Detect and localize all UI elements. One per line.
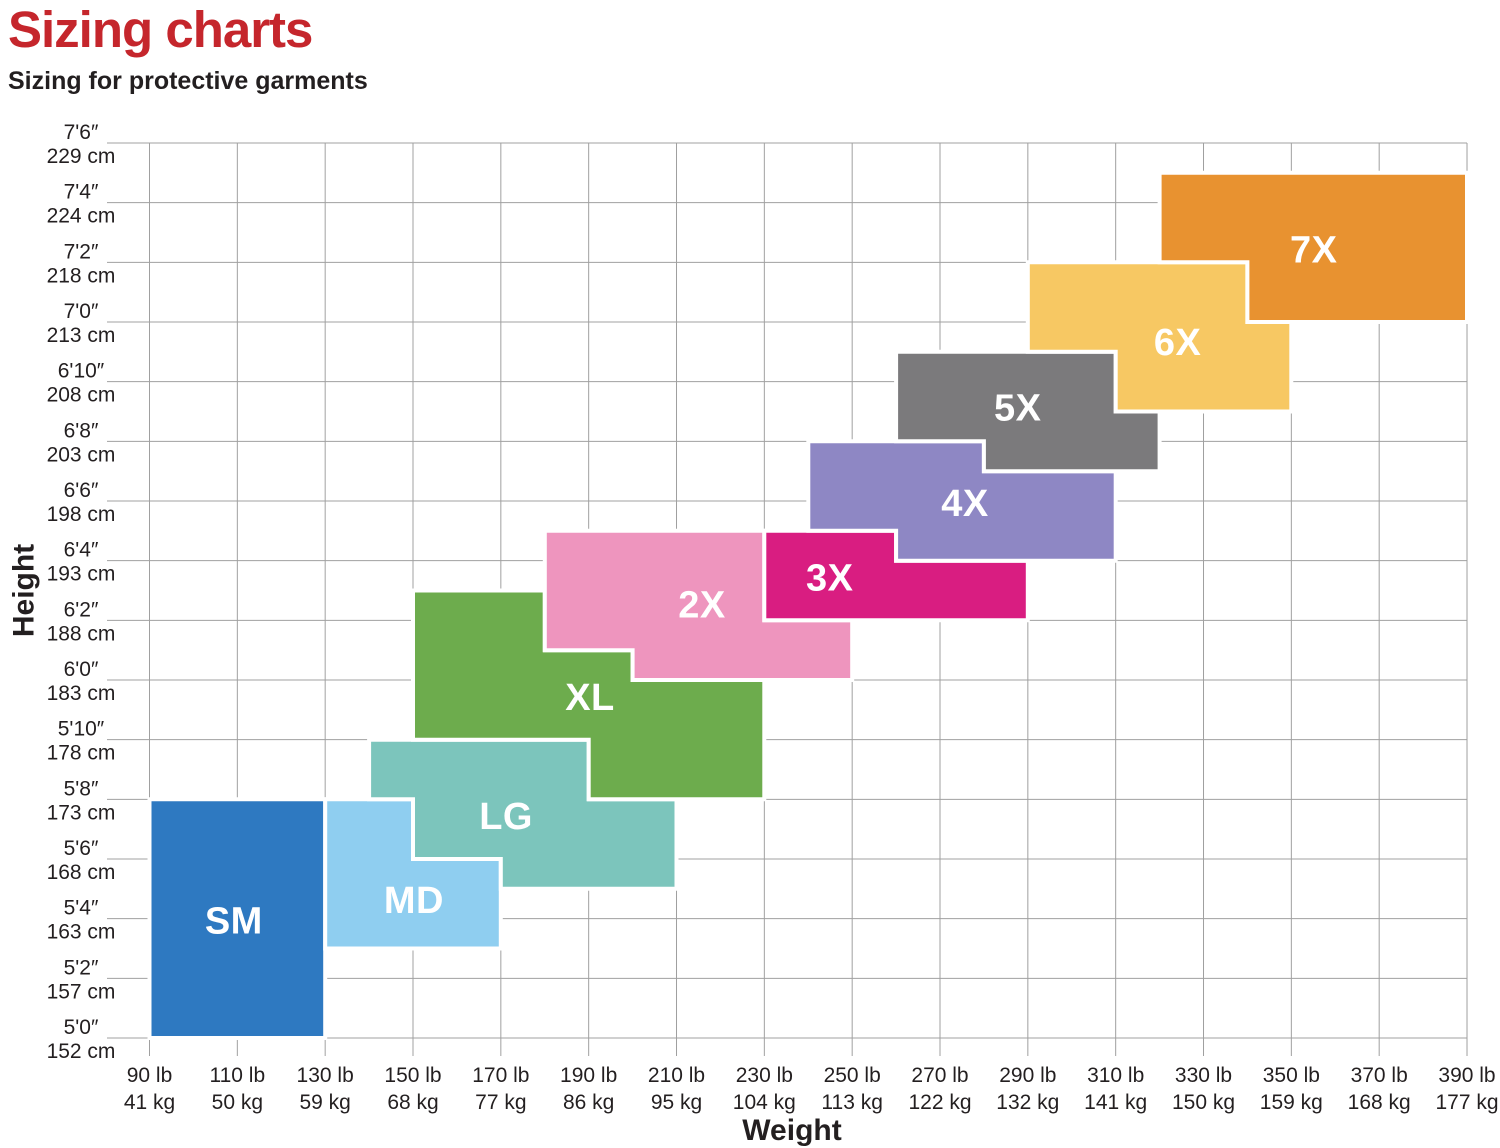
size-region-label-4x: 4X xyxy=(941,483,989,525)
y-axis-title: Height xyxy=(8,544,41,637)
x-tick-label: 230 lb 104 kg xyxy=(733,1064,796,1114)
x-tick-label: 130 lb 59 kg xyxy=(297,1064,354,1114)
y-tick-label: 7'6″ 229 cm xyxy=(47,121,116,168)
size-region-label-lg: LG xyxy=(479,796,533,838)
y-tick-label: 6'4″ 193 cm xyxy=(47,539,116,586)
y-tick-label: 6'8″ 203 cm xyxy=(47,419,116,466)
y-tick-label: 5'10″ 178 cm xyxy=(47,718,116,765)
y-tick-label: 5'4″ 163 cm xyxy=(47,897,116,944)
size-region-label-sm: SM xyxy=(205,901,263,943)
x-tick-label: 110 lb 50 kg xyxy=(209,1064,265,1114)
size-region-sm xyxy=(147,797,328,1040)
size-region-label-xl: XL xyxy=(565,677,615,719)
x-tick-label: 370 lb 168 kg xyxy=(1348,1064,1411,1114)
size-region-label-6x: 6X xyxy=(1154,322,1202,364)
x-tick-label: 170 lb 77 kg xyxy=(472,1064,529,1114)
x-tick-label: 290 lb 132 kg xyxy=(996,1064,1059,1114)
y-tick-label: 6'6″ 198 cm xyxy=(47,479,116,526)
x-tick-label: 190 lb 86 kg xyxy=(560,1064,617,1114)
y-tick-label: 5'8″ 173 cm xyxy=(47,777,116,824)
y-tick-label: 5'2″ 157 cm xyxy=(47,956,116,1003)
x-tick-label: 390 lb 177 kg xyxy=(1435,1064,1498,1114)
size-region-label-5x: 5X xyxy=(994,388,1042,430)
x-tick-label: 310 lb 141 kg xyxy=(1084,1064,1147,1114)
y-tick-label: 7'4″ 224 cm xyxy=(47,181,116,228)
x-tick-label: 330 lb 150 kg xyxy=(1172,1064,1235,1114)
size-region-7x xyxy=(1157,170,1469,324)
page-subtitle: Sizing for protective garments xyxy=(8,67,368,95)
x-tick-label: 210 lb 95 kg xyxy=(648,1064,705,1114)
page-title: Sizing charts xyxy=(8,1,313,58)
x-tick-label: 250 lb 113 kg xyxy=(821,1064,883,1114)
y-tick-label: 6'2″ 188 cm xyxy=(47,598,116,645)
x-tick-label: 90 lb 41 kg xyxy=(124,1064,175,1114)
y-tick-label: 6'0″ 183 cm xyxy=(47,658,116,705)
y-tick-label: 6'10″ 208 cm xyxy=(47,360,116,407)
x-tick-label: 350 lb 159 kg xyxy=(1260,1064,1323,1114)
y-axis-tick-labels: 5'0″ 152 cm 5'2″ 157 cm 5'4″ 163 cm 5'6″ 168 cm… xyxy=(47,121,116,1063)
y-tick-label: 5'0″ 152 cm xyxy=(47,1016,116,1063)
y-tick-label: 7'2″ 218 cm xyxy=(47,240,116,287)
size-region-label-7x: 7X xyxy=(1290,229,1338,271)
size-region-label-2x: 2X xyxy=(678,584,726,626)
x-tick-label: 150 lb 68 kg xyxy=(384,1064,441,1114)
x-tick-label: 270 lb 122 kg xyxy=(908,1064,971,1114)
y-tick-label: 7'0″ 213 cm xyxy=(47,300,116,347)
y-tick-label: 5'6″ 168 cm xyxy=(47,837,116,884)
x-axis-tick-labels: 90 lb 41 kg 110 lb 50 kg 130 lb 59 kg 150 lb 68… xyxy=(124,1064,1499,1114)
size-region-label-md: MD xyxy=(384,880,444,922)
size-regions: SM MD LG XL 2X 3X 4X 5X 6X 7X xyxy=(147,170,1469,1040)
x-axis-title: Weight xyxy=(742,1114,841,1147)
size-region-label-3x: 3X xyxy=(806,558,854,600)
